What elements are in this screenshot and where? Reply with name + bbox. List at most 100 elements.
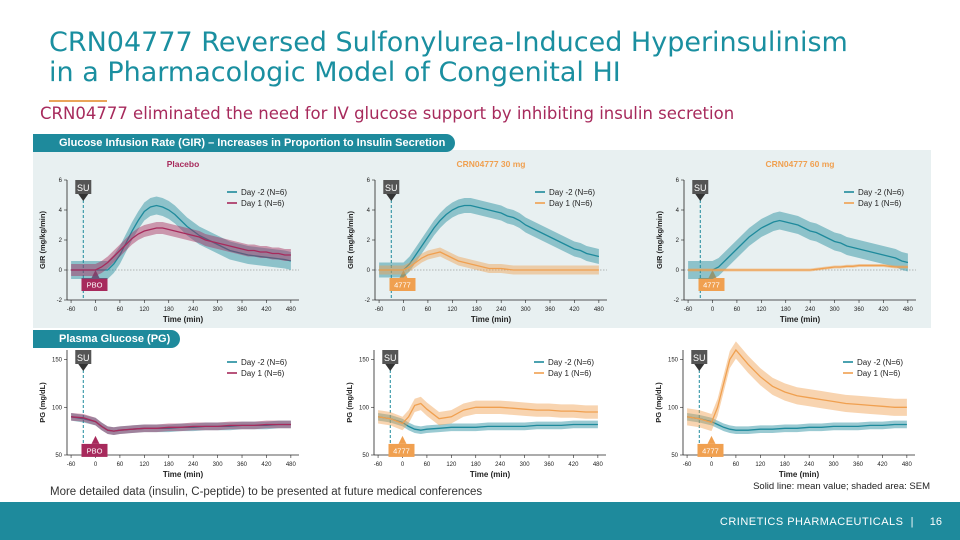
series-2 [379, 247, 599, 275]
x-tick-label: 300 [213, 307, 224, 313]
chart-4: -60 0 60 120 180 240 300 360 420 480 50 100 150 Time … [38, 350, 299, 479]
dose-marker-label: 4777 [703, 281, 720, 290]
x-tick-label: -60 [67, 462, 76, 468]
x-tick-label: 120 [139, 307, 150, 313]
y-tick-label: 100 [359, 405, 370, 411]
slide-title: CRN04777 Reversed Sulfonylurea-Induced H… [49, 28, 929, 88]
x-tick-label: 360 [237, 307, 248, 313]
x-tick-label: 360 [545, 307, 556, 313]
su-marker-arrow [695, 194, 706, 201]
x-tick-label: 60 [424, 462, 431, 468]
x-tick-label: 180 [472, 307, 483, 313]
legend-label: Day -2 (N=6) [241, 358, 287, 367]
series-2 [686, 341, 907, 432]
y-axis-label: GIR (mg/kg/min) [346, 211, 355, 269]
su-marker-label: SU [384, 353, 397, 363]
x-tick-label: 300 [830, 307, 841, 313]
x-tick-label: 120 [755, 462, 766, 468]
y-tick-label: 2 [367, 238, 371, 244]
footnote: More detailed data (insulin, C-peptide) … [50, 486, 483, 498]
legend-label: Day -2 (N=6) [857, 358, 903, 367]
su-marker-box [692, 180, 709, 194]
y-axis-label: PG (mg/dL) [38, 382, 47, 423]
series-1 [688, 211, 909, 279]
x-axis-label: Time (min) [471, 315, 512, 324]
dose-marker-box [389, 278, 416, 291]
chart-6: -60 0 60 120 180 240 300 360 420 480 50 100 150 Time … [654, 341, 915, 479]
sem-band [687, 341, 907, 432]
y-tick-label: 100 [668, 405, 679, 411]
mean-line [379, 251, 599, 271]
chart-2: CRN04777 30 mg-60 0 60 120 180 240 300 360 420 48… [346, 159, 607, 324]
mean-line [686, 416, 907, 431]
sem-band [379, 247, 599, 275]
su-marker-arrow [694, 364, 705, 371]
legend-label: Day -2 (N=6) [549, 188, 595, 197]
y-axis-label: PG (mg/dL) [654, 382, 663, 423]
su-marker-arrow [386, 194, 397, 201]
su-marker-box [75, 180, 92, 194]
x-tick-label: 120 [756, 307, 767, 313]
su-marker-label: SU [77, 353, 90, 363]
slide-title-line1: CRN04777 Reversed Sulfonylurea-Induced H… [49, 27, 848, 58]
x-tick-label: 0 [402, 307, 406, 313]
dose-marker-arrow [399, 270, 408, 278]
legend-label: Day 1 (N=6) [858, 199, 902, 208]
dose-marker-box [388, 443, 415, 457]
x-tick-label: 420 [261, 307, 272, 313]
legend-label: Day -2 (N=6) [858, 188, 904, 197]
y-tick-label: 6 [59, 178, 63, 184]
x-tick-label: 420 [568, 462, 579, 468]
mean-line [377, 416, 598, 431]
chart-title: Placebo [167, 159, 200, 169]
x-tick-label: 420 [878, 307, 889, 313]
su-marker-box [691, 350, 708, 364]
chart-5: -60 0 60 120 180 240 300 360 420 480 50 100 150 Time … [345, 350, 606, 479]
legend-label: Day -2 (N=6) [548, 358, 594, 367]
y-tick-label: 4 [676, 208, 680, 214]
x-tick-label: 240 [804, 462, 815, 468]
su-marker-label: SU [385, 183, 398, 193]
y-tick-label: -2 [365, 298, 371, 304]
title-underline [49, 100, 107, 102]
x-axis-label: Time (min) [163, 315, 204, 324]
mean-line [686, 348, 907, 424]
x-tick-label: 240 [495, 462, 506, 468]
slide-title-line2: in a Pharmacologic Model of Congenital H… [49, 57, 621, 88]
x-tick-label: 480 [286, 307, 297, 313]
dose-marker-box [81, 443, 108, 457]
x-tick-label: 360 [854, 307, 865, 313]
section-label-pg: Plasma Glucose (PG) [33, 330, 181, 348]
legend-label: Day -2 (N=6) [241, 188, 287, 197]
chart-3: CRN04777 60 mg-60 0 60 120 180 240 300 360 420 48… [655, 159, 916, 324]
x-tick-label: 300 [520, 462, 531, 468]
x-axis-label: Time (min) [780, 315, 821, 324]
mean-line [71, 204, 292, 271]
su-marker-box [383, 180, 400, 194]
mean-line [379, 204, 600, 271]
x-axis-label: Time (min) [779, 470, 820, 479]
x-tick-label: 480 [594, 307, 605, 313]
footer-company-name: CRINETICS PHARMACEUTICALS [719, 516, 904, 528]
x-tick-label: 60 [117, 462, 124, 468]
dose-marker-box [698, 278, 725, 291]
series-1 [377, 413, 598, 434]
y-tick-label: 0 [59, 268, 63, 274]
x-tick-label: 480 [593, 462, 604, 468]
x-tick-label: 420 [569, 307, 580, 313]
su-marker-box [382, 350, 399, 364]
x-tick-label: 300 [829, 462, 840, 468]
su-marker-arrow [78, 364, 89, 371]
y-tick-label: 150 [52, 358, 63, 364]
x-tick-label: 300 [521, 307, 532, 313]
y-tick-label: 150 [359, 358, 370, 364]
x-tick-label: 0 [94, 307, 98, 313]
y-tick-label: 6 [676, 178, 680, 184]
x-tick-label: 120 [447, 307, 458, 313]
dose-marker-label: PBO [87, 281, 103, 290]
y-tick-label: 100 [52, 405, 63, 411]
su-marker-label: SU [694, 183, 707, 193]
y-tick-label: 50 [55, 453, 62, 459]
y-tick-label: 2 [59, 238, 63, 244]
su-marker-arrow [385, 364, 396, 371]
